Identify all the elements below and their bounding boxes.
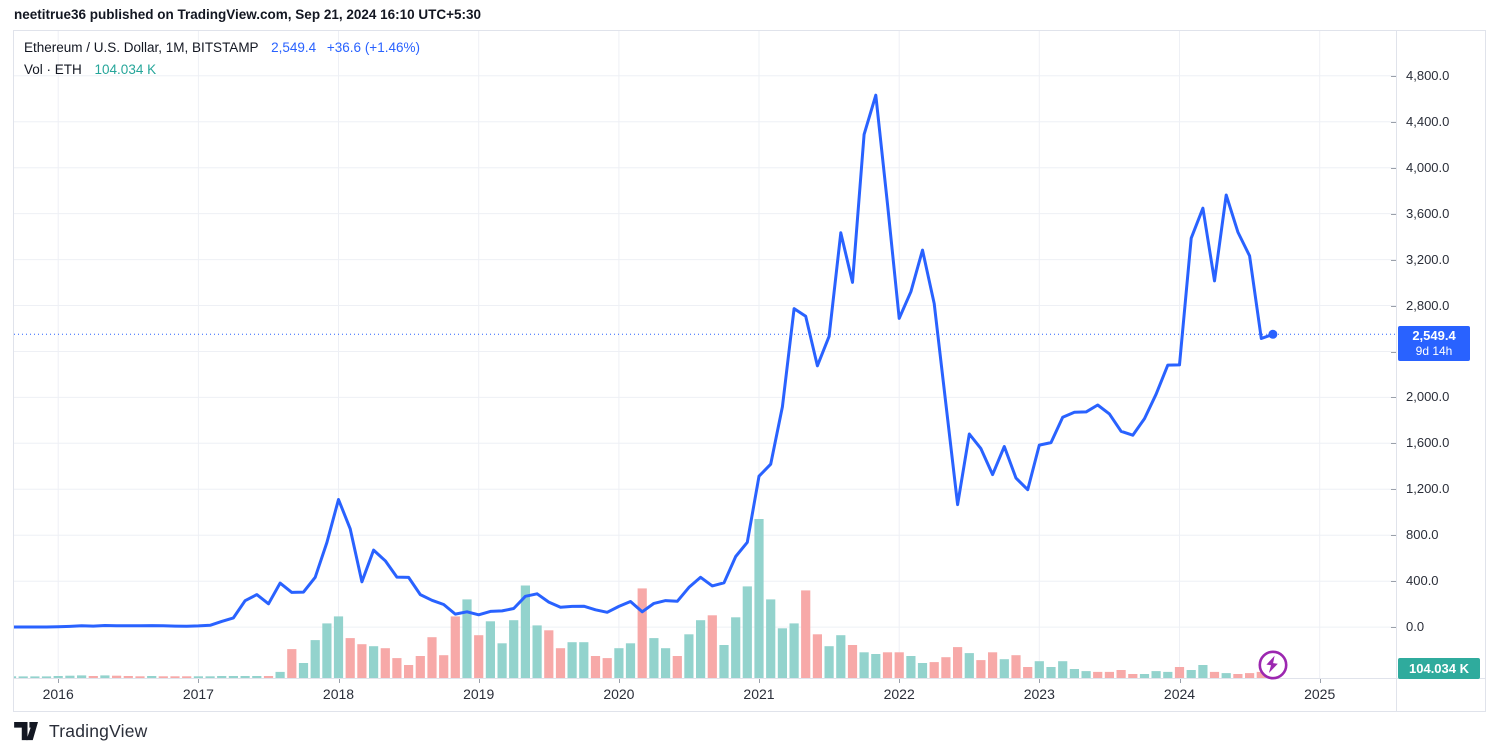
time-axis-tick (899, 679, 901, 683)
chart-panel: Ethereum / U.S. Dollar, 1M, BITSTAMP 2,5… (13, 30, 1486, 712)
price-chart-canvas[interactable] (14, 31, 1396, 678)
price-chart-svg (14, 31, 1396, 678)
price-axis-tick (1391, 443, 1396, 445)
time-axis-label: 2021 (743, 686, 775, 702)
volume-row[interactable]: Vol · ETH 104.034 K (24, 59, 420, 81)
price-axis-tick (1391, 581, 1396, 583)
tradingview-attribution[interactable]: TradingView (14, 719, 148, 743)
bar-countdown: 9d 14h (1415, 344, 1453, 358)
price-axis-tick (1391, 305, 1396, 307)
volume-value: 104.034 K (94, 62, 157, 77)
time-axis-tick (759, 679, 760, 683)
symbol-title: Ethereum / U.S. Dollar, 1M, BITSTAMP (24, 40, 259, 55)
time-axis-label: 2017 (182, 686, 214, 702)
time-axis-label: 2024 (1163, 686, 1196, 702)
price-axis-label: 3,200.0 (1406, 251, 1450, 267)
time-axis[interactable]: 2016 2017 2018 2019 2020 2021 2022 2023 2024 2025 (14, 679, 1396, 711)
lightning-icon (1258, 650, 1288, 680)
price-axis-tick (1391, 167, 1396, 169)
time-axis-label: 2025 (1304, 686, 1336, 702)
last-price-badge: 2,549.4 9d 14h (1398, 326, 1470, 361)
price-axis-label: 4,400.0 (1406, 113, 1450, 129)
price-axis-tick (1391, 489, 1396, 491)
price-axis-tick (1391, 121, 1396, 123)
price-axis-separator (1396, 31, 1397, 711)
price-axis-tick (1391, 535, 1396, 537)
time-axis-tick (1179, 679, 1181, 683)
price-axis-tick (1391, 259, 1396, 261)
time-axis-label: 2019 (463, 686, 495, 702)
tradingview-logo-icon (14, 721, 38, 740)
symbol-title-row[interactable]: Ethereum / U.S. Dollar, 1M, BITSTAMP 2,5… (24, 37, 420, 59)
symbol-change: +36.6 (+1.46%) (326, 40, 420, 55)
time-axis-separator (14, 678, 1485, 679)
time-axis-tick (1039, 679, 1041, 683)
time-axis-label: 2018 (322, 686, 355, 702)
time-axis-label: 2016 (42, 686, 74, 702)
price-axis-tick (1391, 397, 1396, 399)
time-axis-tick (478, 679, 480, 683)
price-axis-label: 4,000.0 (1406, 159, 1450, 175)
time-axis-tick (338, 679, 340, 683)
price-axis-label: 400.0 (1406, 573, 1439, 589)
price-axis-label: 1,200.0 (1406, 481, 1450, 497)
time-axis-tick (1319, 679, 1321, 683)
price-axis-label: 1,600.0 (1406, 435, 1450, 451)
time-axis-tick (198, 679, 200, 683)
time-axis-label: 2023 (1023, 686, 1055, 702)
price-axis-tick (1391, 627, 1396, 629)
price-axis-label: 2,000.0 (1406, 389, 1450, 405)
time-axis-tick (58, 679, 60, 683)
symbol-legend: Ethereum / U.S. Dollar, 1M, BITSTAMP 2,5… (24, 37, 420, 81)
price-axis-label: 0.0 (1406, 619, 1425, 635)
published-watermark: neetitrue36 published on TradingView.com… (14, 7, 482, 22)
symbol-last-price: 2,549.4 (271, 40, 317, 55)
last-price-badge-value: 2,549.4 (1412, 328, 1456, 343)
time-axis-tick (618, 679, 620, 683)
price-axis-tick (1391, 351, 1396, 353)
price-axis-label: 2,800.0 (1406, 297, 1450, 313)
time-axis-label: 2020 (603, 686, 635, 702)
tradingview-brand-text: TradingView (49, 720, 148, 741)
boost-button[interactable] (1256, 648, 1290, 682)
price-axis[interactable]: 0.0 400.0 800.0 1,200.0 1,600.0 2,000.0 2,800.… (1397, 31, 1485, 678)
volume-label: Vol · ETH (24, 62, 82, 77)
price-axis-label: 4,800.0 (1406, 67, 1450, 83)
price-axis-tick (1391, 75, 1396, 77)
price-axis-tick (1391, 213, 1396, 215)
volume-axis-badge: 104.034 K (1398, 658, 1480, 679)
time-axis-label: 2022 (883, 686, 915, 702)
price-axis-label: 800.0 (1406, 527, 1439, 543)
price-axis-label: 3,600.0 (1406, 205, 1450, 221)
